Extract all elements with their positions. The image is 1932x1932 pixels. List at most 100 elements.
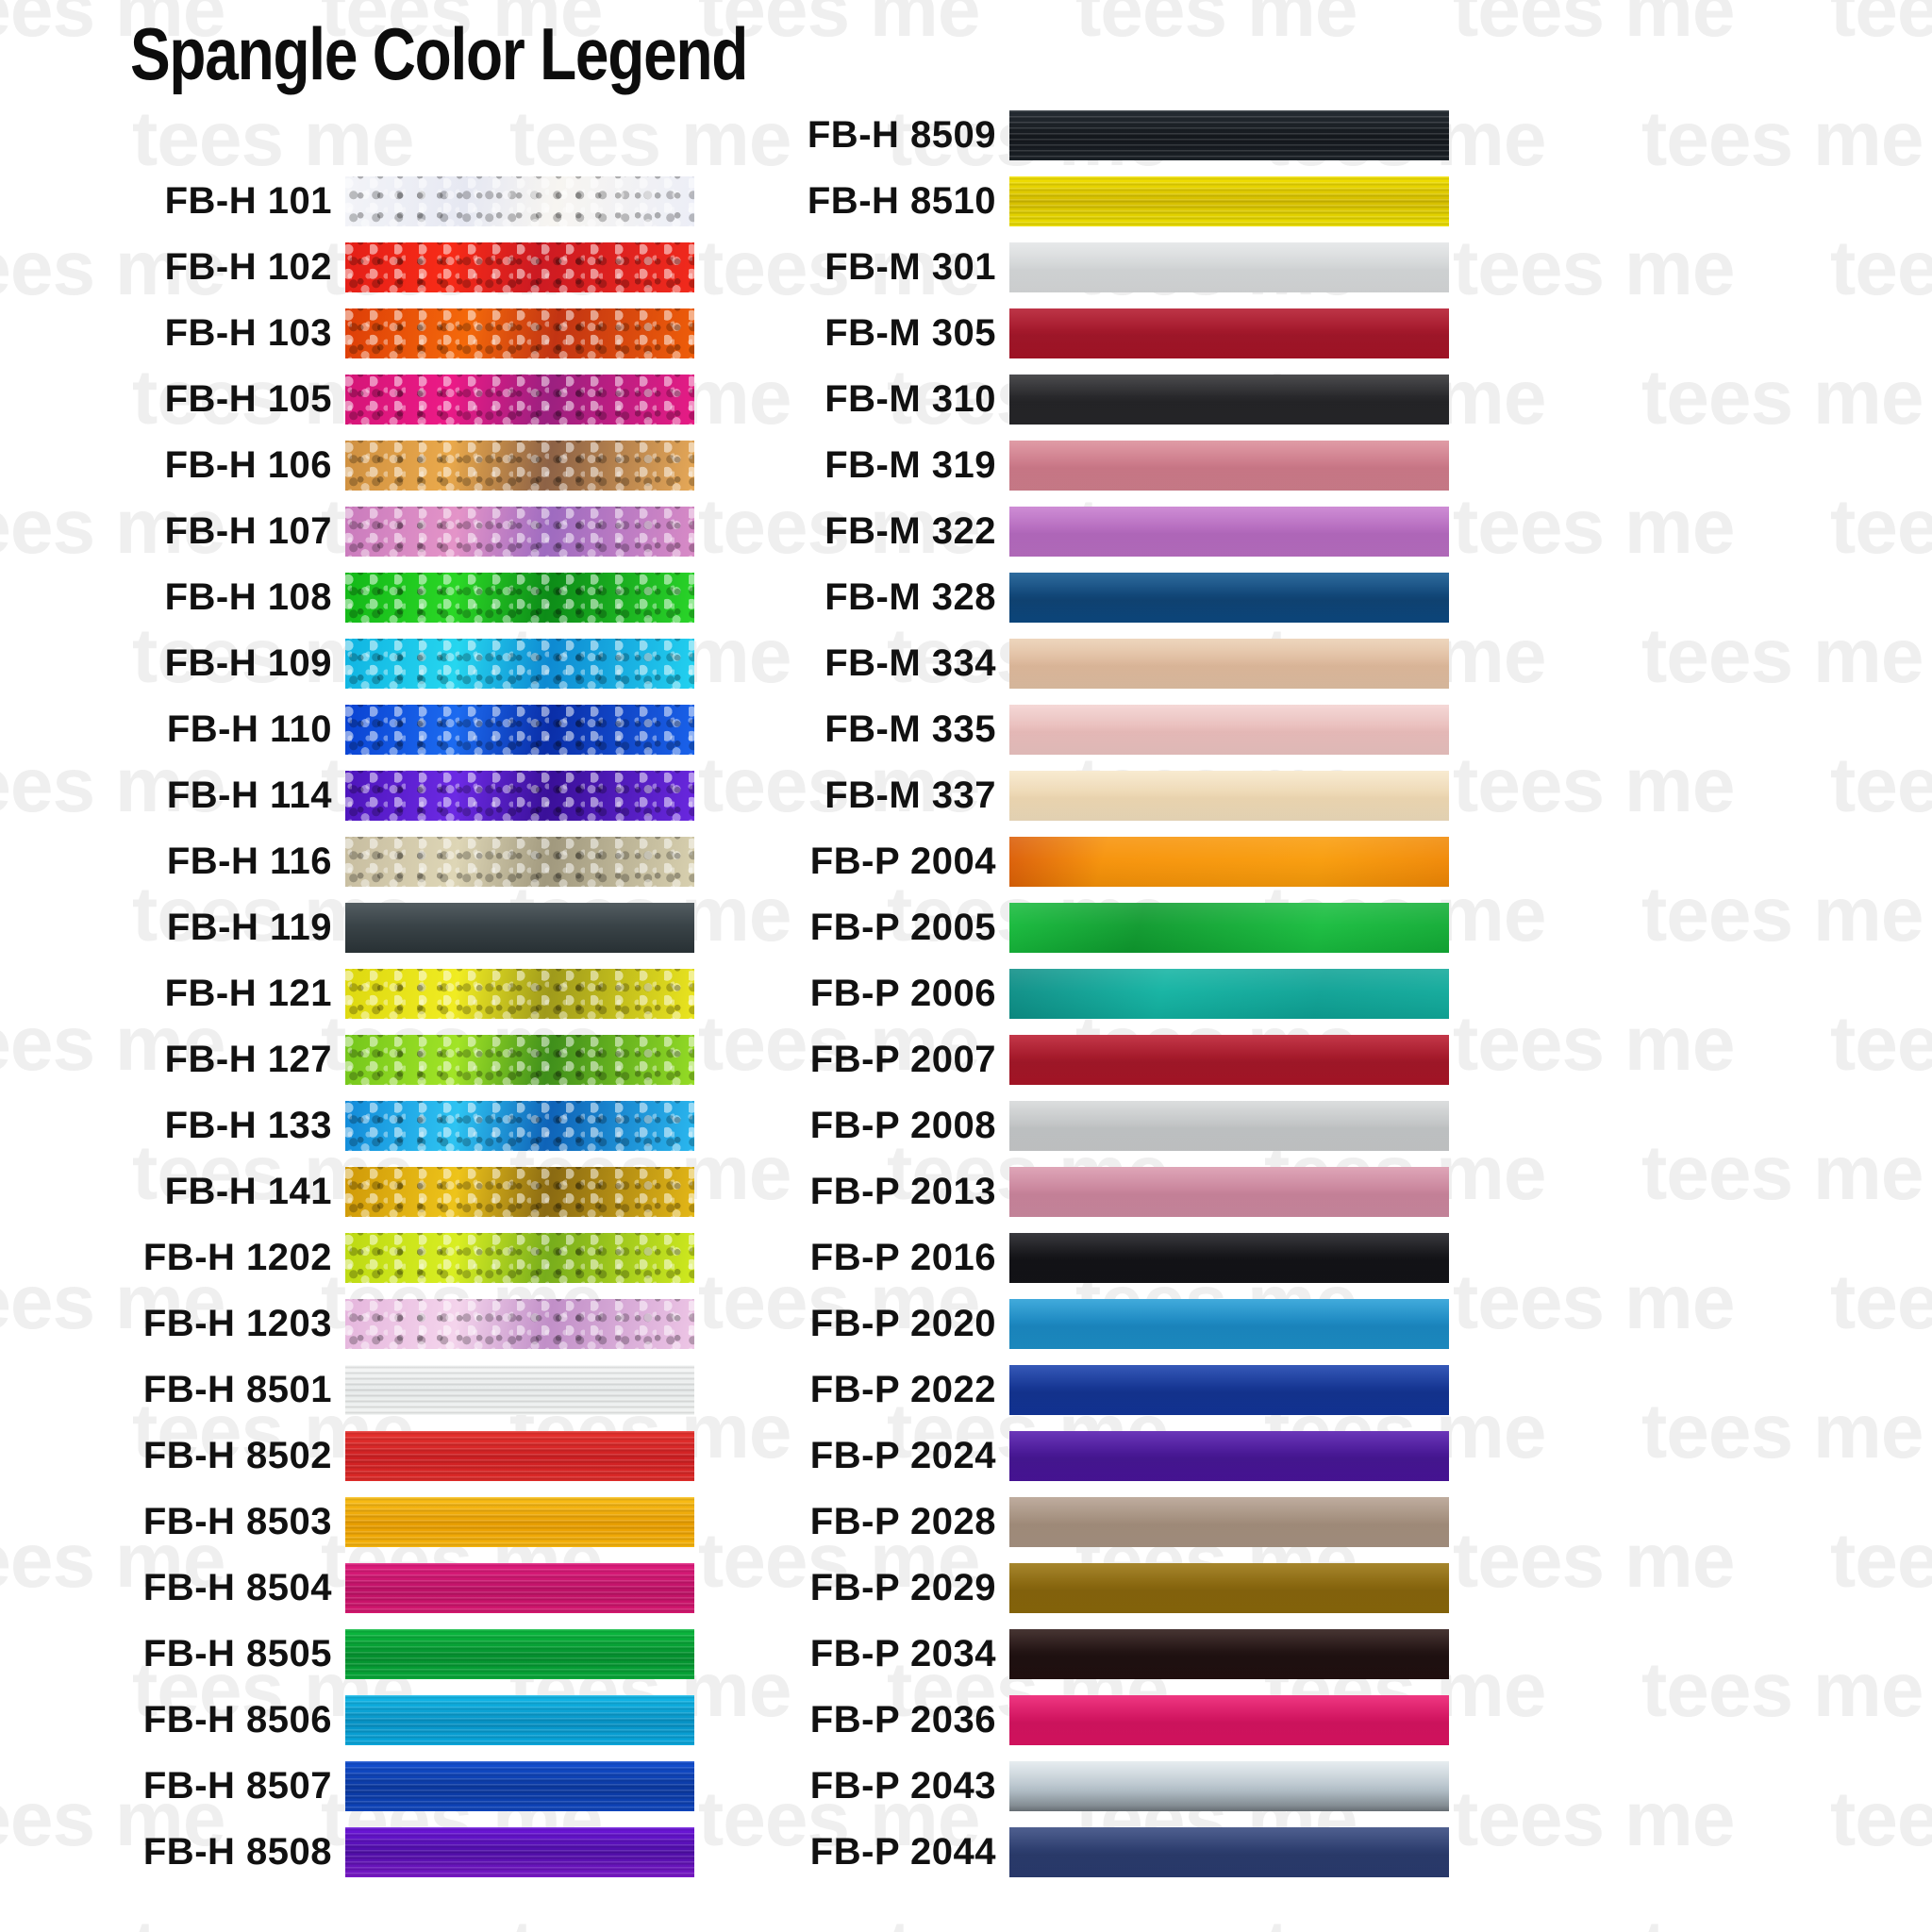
swatch-row[interactable]: FB-H 102 xyxy=(0,234,934,300)
swatch-row[interactable]: FB-H 119 xyxy=(0,894,934,960)
swatch-color-chip xyxy=(345,1232,694,1283)
swatch-row[interactable]: FB-H 114 xyxy=(0,762,934,828)
swatch-color-chip xyxy=(1009,1826,1449,1877)
swatch-code-label: FB-P 2005 xyxy=(809,907,996,948)
swatch-color-chip xyxy=(345,1364,694,1415)
swatch-code-label: FB-M 319 xyxy=(824,444,996,486)
swatch-color-chip xyxy=(1009,1562,1449,1613)
swatch-row[interactable]: FB-H 116 xyxy=(0,828,934,894)
swatch-row[interactable]: FB-H 106 xyxy=(0,432,934,498)
swatch-row[interactable]: FB-H 133 xyxy=(0,1092,934,1158)
swatch-row[interactable]: FB-M 310 xyxy=(755,366,1932,432)
swatch-color-chip xyxy=(1009,506,1449,557)
swatch-code-label: FB-P 2024 xyxy=(809,1435,996,1476)
swatch-code-label: FB-H 114 xyxy=(166,774,332,816)
swatch-color-chip xyxy=(1009,1100,1449,1151)
swatch-color-chip xyxy=(1009,1298,1449,1349)
swatch-code-label: FB-P 2043 xyxy=(809,1765,996,1807)
swatch-row[interactable]: FB-P 2006 xyxy=(755,960,1932,1026)
swatch-code-label: FB-H 8509 xyxy=(807,114,996,156)
swatch-row[interactable]: FB-H 107 xyxy=(0,498,934,564)
swatch-row[interactable]: FB-P 2024 xyxy=(755,1423,1932,1489)
swatch-row[interactable]: FB-H 121 xyxy=(0,960,934,1026)
swatch-row[interactable]: FB-M 328 xyxy=(755,564,1932,630)
swatch-color-chip xyxy=(345,1034,694,1085)
swatch-row[interactable]: FB-H 8506 xyxy=(0,1687,934,1753)
swatch-code-label: FB-P 2036 xyxy=(809,1699,996,1740)
swatch-row[interactable]: FB-H 105 xyxy=(0,366,934,432)
swatch-code-label: FB-H 107 xyxy=(164,510,332,552)
swatch-color-chip xyxy=(345,1760,694,1811)
swatch-code-label: FB-H 8505 xyxy=(142,1633,332,1674)
swatch-color-chip xyxy=(345,1628,694,1679)
swatch-code-label: FB-H 8506 xyxy=(142,1699,332,1740)
swatch-row[interactable]: FB-M 319 xyxy=(755,432,1932,498)
swatch-color-chip xyxy=(345,1100,694,1151)
swatch-row[interactable]: FB-M 305 xyxy=(755,300,1932,366)
swatch-column-left: FB-H 101 FB-H 102 FB-H 103 FB-H 105 FB-H 106… xyxy=(0,168,934,1885)
swatch-color-chip xyxy=(1009,374,1449,425)
swatch-row[interactable]: FB-M 335 xyxy=(755,696,1932,762)
swatch-code-label: FB-H 105 xyxy=(164,378,332,420)
swatch-code-label: FB-H 8502 xyxy=(142,1435,332,1476)
swatch-color-chip xyxy=(1009,109,1449,160)
page-title: Spangle Color Legend xyxy=(130,12,748,95)
swatch-color-chip xyxy=(345,704,694,755)
swatch-row[interactable]: FB-H 8508 xyxy=(0,1819,934,1885)
swatch-color-chip xyxy=(1009,1232,1449,1283)
swatch-row[interactable]: FB-H 108 xyxy=(0,564,934,630)
swatch-row[interactable]: FB-H 109 xyxy=(0,630,934,696)
swatch-color-chip xyxy=(345,1430,694,1481)
swatch-row[interactable]: FB-H 103 xyxy=(0,300,934,366)
swatch-row[interactable]: FB-M 301 xyxy=(755,234,1932,300)
swatch-row[interactable]: FB-H 8504 xyxy=(0,1555,934,1621)
swatch-code-label: FB-P 2044 xyxy=(809,1831,996,1873)
swatch-row[interactable]: FB-M 334 xyxy=(755,630,1932,696)
swatch-row[interactable]: FB-P 2016 xyxy=(755,1224,1932,1291)
swatch-row[interactable]: FB-H 8509 xyxy=(755,102,1932,168)
swatch-row[interactable]: FB-P 2005 xyxy=(755,894,1932,960)
swatch-color-chip xyxy=(345,1826,694,1877)
swatch-row[interactable]: FB-H 101 xyxy=(0,168,934,234)
swatch-color-chip xyxy=(345,968,694,1019)
swatch-row[interactable]: FB-M 337 xyxy=(755,762,1932,828)
swatch-code-label: FB-H 116 xyxy=(166,841,332,882)
swatch-row[interactable]: FB-P 2022 xyxy=(755,1357,1932,1423)
swatch-row[interactable]: FB-P 2043 xyxy=(755,1753,1932,1819)
swatch-row[interactable]: FB-H 127 xyxy=(0,1026,934,1092)
swatch-row[interactable]: FB-P 2020 xyxy=(755,1291,1932,1357)
swatch-row[interactable]: FB-H 8501 xyxy=(0,1357,934,1423)
swatch-row[interactable]: FB-H 1202 xyxy=(0,1224,934,1291)
swatch-row[interactable]: FB-H 8502 xyxy=(0,1423,934,1489)
swatch-row[interactable]: FB-P 2028 xyxy=(755,1489,1932,1555)
swatch-color-chip xyxy=(1009,242,1449,292)
swatch-color-chip xyxy=(1009,638,1449,689)
swatch-color-chip xyxy=(1009,308,1449,358)
swatch-color-chip xyxy=(1009,1496,1449,1547)
swatch-row[interactable]: FB-P 2044 xyxy=(755,1819,1932,1885)
swatch-row[interactable]: FB-P 2029 xyxy=(755,1555,1932,1621)
swatch-color-chip xyxy=(1009,572,1449,623)
swatch-row[interactable]: FB-H 1203 xyxy=(0,1291,934,1357)
swatch-code-label: FB-H 103 xyxy=(164,312,332,354)
swatch-row[interactable]: FB-H 8510 xyxy=(755,168,1932,234)
swatch-row[interactable]: FB-M 322 xyxy=(755,498,1932,564)
swatch-row[interactable]: FB-P 2004 xyxy=(755,828,1932,894)
swatch-row[interactable]: FB-P 2008 xyxy=(755,1092,1932,1158)
swatch-row[interactable]: FB-H 110 xyxy=(0,696,934,762)
swatch-code-label: FB-H 121 xyxy=(164,973,332,1014)
swatch-row[interactable]: FB-H 8505 xyxy=(0,1621,934,1687)
swatch-code-label: FB-P 2028 xyxy=(809,1501,996,1542)
swatch-code-label: FB-P 2034 xyxy=(809,1633,996,1674)
swatch-color-chip xyxy=(1009,1364,1449,1415)
swatch-row[interactable]: FB-H 8503 xyxy=(0,1489,934,1555)
swatch-color-chip xyxy=(345,242,694,292)
swatch-row[interactable]: FB-P 2013 xyxy=(755,1158,1932,1224)
swatch-row[interactable]: FB-H 8507 xyxy=(0,1753,934,1819)
swatch-row[interactable]: FB-H 141 xyxy=(0,1158,934,1224)
swatch-row[interactable]: FB-P 2036 xyxy=(755,1687,1932,1753)
swatch-color-chip xyxy=(345,308,694,358)
swatch-row[interactable]: FB-P 2007 xyxy=(755,1026,1932,1092)
swatch-code-label: FB-H 8507 xyxy=(142,1765,332,1807)
swatch-row[interactable]: FB-P 2034 xyxy=(755,1621,1932,1687)
